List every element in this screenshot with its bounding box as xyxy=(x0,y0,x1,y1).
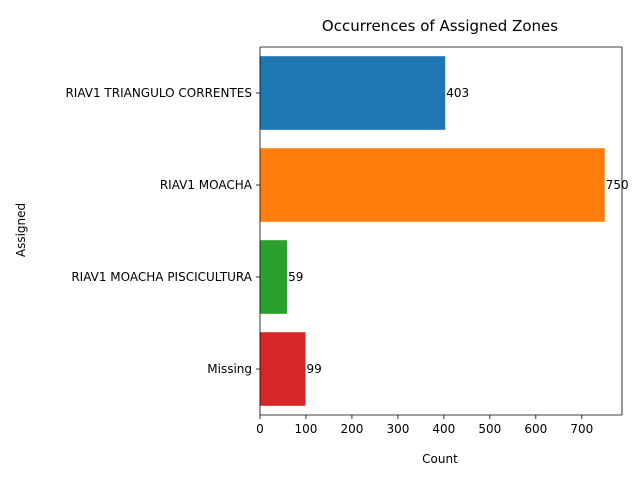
x-tick-label: 100 xyxy=(295,422,318,436)
axes-frame xyxy=(259,46,623,416)
chart-title: Occurrences of Assigned Zones xyxy=(322,17,558,35)
x-tick-label: 700 xyxy=(570,422,593,436)
data-label: 59 xyxy=(288,270,303,284)
y-axis-label: Assigned xyxy=(14,203,28,257)
bars-group xyxy=(260,56,605,406)
x-axis-label: Count xyxy=(422,452,458,466)
y-tick-label: RIAV1 MOACHA PISCICULTURA xyxy=(71,270,252,284)
data-label: 750 xyxy=(606,178,629,192)
x-tick-label: 400 xyxy=(432,422,455,436)
y-axis-ticks: RIAV1 TRIANGULO CORRENTES RIAV1 MOACHA RIA… xyxy=(65,86,260,376)
bar xyxy=(260,332,306,406)
y-tick-label: RIAV1 TRIANGULO CORRENTES xyxy=(65,86,252,100)
x-tick-label: 500 xyxy=(478,422,501,436)
y-tick-label: RIAV1 MOACHA xyxy=(160,178,253,192)
x-tick-label: 300 xyxy=(386,422,409,436)
x-tick-label: 0 xyxy=(256,422,264,436)
bar xyxy=(260,148,605,222)
y-tick-label: Missing xyxy=(207,362,252,376)
data-label: 403 xyxy=(446,86,469,100)
x-axis-ticks: 0 100 200 300 400 500 600 700 xyxy=(256,415,593,436)
data-label: 99 xyxy=(307,362,322,376)
bar xyxy=(260,56,446,130)
bar xyxy=(260,240,288,314)
x-tick-label: 600 xyxy=(524,422,547,436)
x-tick-label: 200 xyxy=(340,422,363,436)
data-labels-group: 403 750 59 99 xyxy=(288,86,629,376)
